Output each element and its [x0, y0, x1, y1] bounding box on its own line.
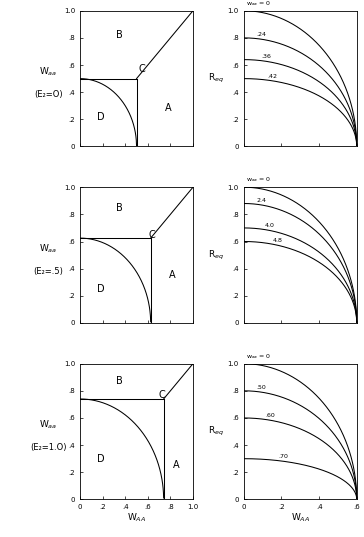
Text: A: A	[165, 104, 171, 113]
Text: B: B	[116, 202, 123, 213]
Text: .70: .70	[278, 454, 289, 459]
Text: 2.4: 2.4	[256, 198, 266, 203]
Text: .50: .50	[256, 385, 266, 390]
Text: .42: .42	[267, 74, 277, 78]
Text: C: C	[149, 230, 156, 240]
Text: D: D	[96, 454, 104, 463]
Text: D: D	[96, 284, 104, 294]
Text: (E₂=.5): (E₂=.5)	[33, 267, 63, 276]
Text: 4.8: 4.8	[273, 238, 283, 243]
Text: 4.0: 4.0	[265, 223, 275, 228]
X-axis label: W$_{AA}$: W$_{AA}$	[127, 512, 146, 524]
Text: R$_{eq}$: R$_{eq}$	[207, 72, 223, 85]
Text: W$_{aa}$: W$_{aa}$	[39, 418, 58, 431]
Text: A: A	[173, 460, 179, 470]
Text: W$_{aa}$: W$_{aa}$	[39, 242, 58, 255]
Text: .36: .36	[262, 54, 272, 59]
Text: w$_{aa}$ = 0: w$_{aa}$ = 0	[246, 352, 271, 361]
Text: .60: .60	[265, 413, 275, 418]
Text: (E₂=O): (E₂=O)	[34, 90, 63, 99]
Text: B: B	[116, 30, 123, 40]
X-axis label: W$_{AA}$: W$_{AA}$	[290, 512, 310, 524]
Text: W$_{aa}$: W$_{aa}$	[39, 66, 58, 78]
Text: D: D	[96, 112, 104, 121]
Text: w$_{aa}$ = 0: w$_{aa}$ = 0	[246, 176, 271, 185]
Text: A: A	[169, 271, 176, 280]
Text: R$_{eq}$: R$_{eq}$	[207, 425, 223, 438]
Text: B: B	[116, 376, 123, 386]
Text: C: C	[139, 64, 146, 74]
Text: C: C	[158, 390, 165, 400]
Text: w$_{aa}$ = 0: w$_{aa}$ = 0	[246, 0, 271, 8]
Text: (E₂=1.O): (E₂=1.O)	[30, 444, 67, 452]
Text: .24: .24	[256, 32, 266, 37]
Text: R$_{eq}$: R$_{eq}$	[207, 249, 223, 262]
